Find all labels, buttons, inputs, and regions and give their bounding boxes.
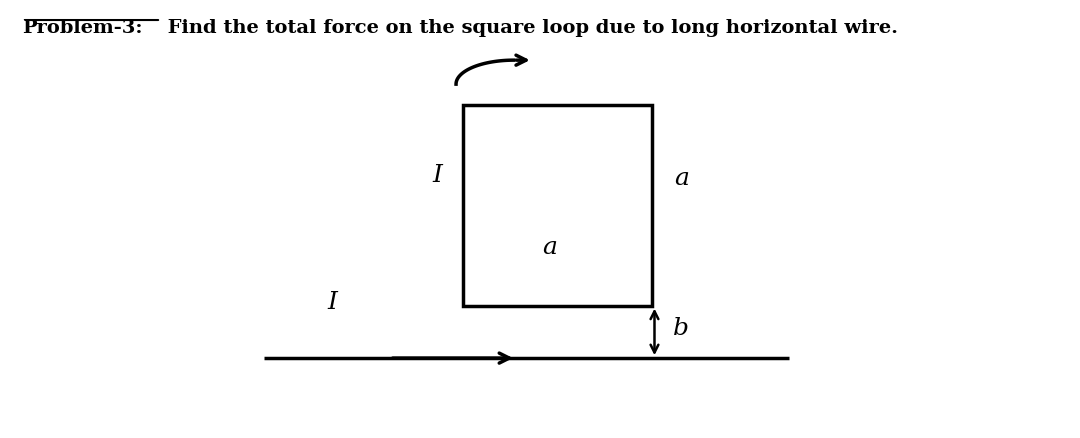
Text: Problem-3:: Problem-3: [23,19,143,37]
Text: a: a [542,236,557,259]
Text: b: b [674,316,689,339]
Text: a: a [674,166,689,189]
Text: I: I [327,290,337,313]
Text: I: I [432,164,442,187]
Text: Find the total force on the square loop due to long horizontal wire.: Find the total force on the square loop … [161,19,897,37]
